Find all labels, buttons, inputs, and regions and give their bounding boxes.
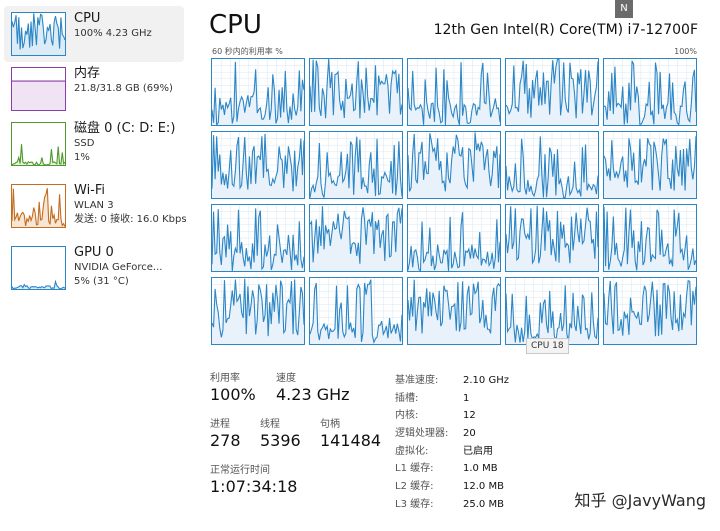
logical-processor-graph[interactable]: [603, 131, 697, 199]
info-key: 内核:: [395, 410, 419, 422]
logical-processor-graph[interactable]: [505, 131, 599, 199]
logical-processor-graph[interactable]: [505, 58, 599, 126]
sidebar-item-wifi[interactable]: Wi-Fi WLAN 3 发送: 0 接收: 16.0 Kbps: [4, 178, 186, 234]
info-value: 1.0 MB: [463, 463, 498, 475]
info-value: 25.0 MB: [463, 498, 504, 510]
logical-processor-graph[interactable]: [309, 131, 403, 199]
handles-stat: 句柄 141484: [320, 418, 381, 451]
logical-processor-graph[interactable]: [407, 131, 501, 199]
memory-thumbnail-graph: [11, 67, 66, 111]
info-key: 虚拟化:: [395, 445, 429, 457]
processes-label: 进程: [210, 419, 230, 430]
notification-badge: N: [615, 0, 633, 18]
sidebar-item-subtitle: NVIDIA GeForce...: [74, 262, 163, 273]
sidebar-item-subtitle: 1%: [74, 152, 90, 163]
info-key: L3 缓存:: [395, 498, 434, 510]
logical-processor-graphs[interactable]: [211, 58, 697, 346]
graph-left-label: 60 秒内的利用率 %: [212, 47, 283, 56]
cpu-thumbnail-graph: [11, 12, 66, 56]
logical-processor-graph[interactable]: [407, 58, 501, 126]
cpu-model-name: 12th Gen Intel(R) Core(TM) i7-12700F: [433, 22, 698, 38]
logical-processor-graph[interactable]: [211, 204, 305, 272]
logical-processor-graph[interactable]: [309, 277, 403, 345]
sidebar-item-subtitle: 100% 4.23 GHz: [74, 28, 152, 39]
uptime-stat: 正常运行时间 1:07:34:18: [210, 464, 297, 497]
sidebar-item-title: CPU: [74, 11, 101, 26]
info-row-l3-cache: L3 缓存: 25.0 MB: [395, 496, 575, 514]
sidebar-item-cpu[interactable]: CPU 100% 4.23 GHz: [4, 6, 184, 62]
threads-value: 5396: [260, 431, 301, 450]
logical-processor-graph[interactable]: [407, 204, 501, 272]
handles-value: 141484: [320, 431, 382, 450]
sidebar-item-subtitle: 发送: 0 接收: 16.0 Kbps: [74, 214, 186, 225]
utilization-stat: 利用率 100%: [210, 372, 256, 405]
logical-processor-graph[interactable]: [211, 277, 305, 345]
info-row-logical-processors: 逻辑处理器: 20: [395, 425, 575, 443]
sidebar-item-gpu[interactable]: GPU 0 NVIDIA GeForce... 5% (31 °C): [4, 240, 184, 296]
logical-processor-graph[interactable]: [603, 204, 697, 272]
wifi-thumbnail-graph: [11, 184, 66, 228]
sidebar-item-memory[interactable]: 内存 21.8/31.8 GB (69%): [4, 61, 184, 117]
sidebar-item-title: 磁盘 0 (C: D: E:): [74, 121, 176, 136]
logical-processor-graph[interactable]: [603, 277, 697, 345]
sidebar-item-disk[interactable]: 磁盘 0 (C: D: E:) SSD 1%: [4, 116, 184, 172]
sidebar-item-title: GPU 0: [74, 245, 114, 260]
uptime-label: 正常运行时间: [210, 465, 270, 476]
disk-thumbnail-graph: [11, 122, 66, 166]
info-row-virtualization: 虚拟化: 已启用: [395, 443, 575, 461]
gpu-thumbnail-graph: [11, 246, 66, 290]
info-key: L1 缓存:: [395, 463, 434, 475]
uptime-value: 1:07:34:18: [210, 477, 298, 496]
handles-label: 句柄: [320, 419, 340, 430]
info-key: 基准速度:: [395, 375, 439, 386]
watermark-text: 知乎 @JavyWang: [574, 491, 706, 510]
graph-tooltip: CPU 18: [526, 338, 569, 354]
info-value: 12.0 MB: [463, 481, 504, 493]
logical-processor-graph[interactable]: [505, 277, 599, 345]
info-row-l1-cache: L1 缓存: 1.0 MB: [395, 460, 575, 478]
logical-processor-graph[interactable]: [309, 204, 403, 272]
sidebar-item-title: 内存: [74, 66, 101, 81]
info-row-sockets: 插槽: 1: [395, 390, 575, 408]
threads-label: 线程: [260, 419, 280, 430]
sidebar: CPU 100% 4.23 GHz 内存 21.8/31.8 GB (69%) …: [0, 0, 190, 531]
logical-processor-graph[interactable]: [309, 58, 403, 126]
info-row-l2-cache: L2 缓存: 12.0 MB: [395, 478, 575, 496]
sidebar-item-subtitle: 5% (31 °C): [74, 276, 129, 287]
logical-processor-graph[interactable]: [603, 58, 697, 126]
info-key: L2 缓存:: [395, 481, 434, 493]
info-value: 1: [463, 392, 470, 404]
info-key: 插槽:: [395, 392, 419, 404]
threads-stat: 线程 5396: [260, 418, 301, 451]
speed-value: 4.23 GHz: [276, 385, 350, 404]
logical-processor-graph[interactable]: [505, 204, 599, 272]
info-value: 2.10 GHz: [463, 375, 509, 386]
info-row-cores: 内核: 12: [395, 407, 575, 425]
utilization-value: 100%: [210, 385, 256, 404]
sidebar-item-title: Wi-Fi: [74, 183, 106, 198]
processes-value: 278: [210, 431, 241, 450]
sidebar-item-subtitle: 21.8/31.8 GB (69%): [74, 83, 173, 94]
info-value: 12: [463, 410, 476, 422]
info-row-base-speed: 基准速度: 2.10 GHz: [395, 372, 575, 390]
cpu-info-table: 基准速度: 2.10 GHz 插槽: 1 内核: 12 逻辑处理器: 20 虚拟化: 已启…: [395, 372, 575, 514]
processes-stat: 进程 278: [210, 418, 241, 451]
logical-processor-graph[interactable]: [407, 277, 501, 345]
logical-processor-graph[interactable]: [211, 58, 305, 126]
info-value: 20: [463, 428, 476, 440]
utilization-label: 利用率: [210, 373, 240, 384]
page-title: CPU: [209, 10, 262, 40]
sidebar-item-subtitle: SSD: [74, 138, 95, 149]
graph-right-label: 100%: [674, 47, 697, 56]
speed-label: 速度: [276, 373, 296, 384]
info-key: 逻辑处理器:: [395, 428, 449, 440]
speed-stat: 速度 4.23 GHz: [276, 372, 350, 405]
info-value: 已启用: [463, 445, 493, 457]
sidebar-item-subtitle: WLAN 3: [74, 200, 114, 211]
logical-processor-graph[interactable]: [211, 131, 305, 199]
